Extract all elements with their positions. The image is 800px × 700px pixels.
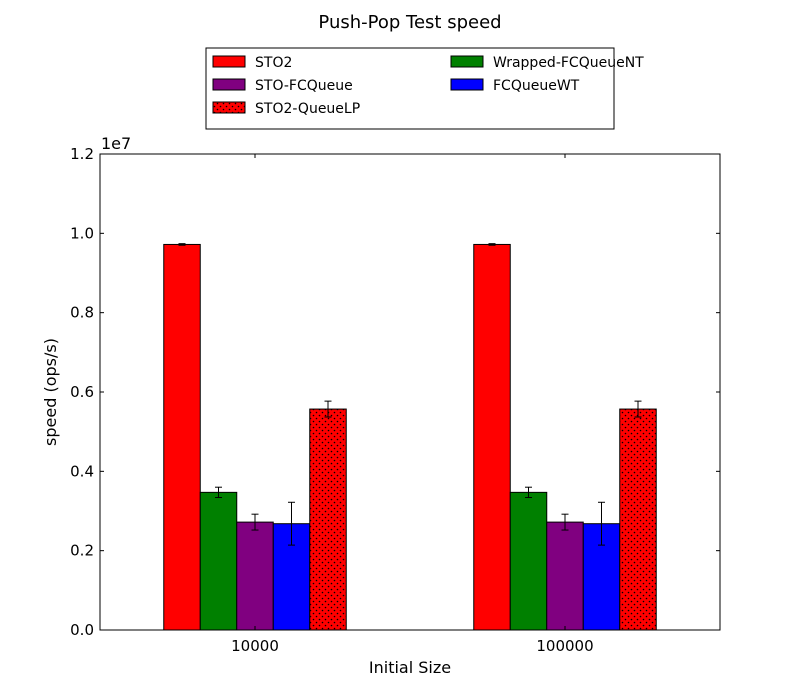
bar-sto-fcqueue-10000 bbox=[236, 521, 274, 631]
legend-label: STO2 bbox=[255, 55, 292, 71]
legend-swatch bbox=[212, 101, 246, 114]
error-bar-sto-fcqueue-100000 bbox=[561, 513, 569, 531]
error-bar-sto2-queuelp-10000 bbox=[324, 400, 332, 418]
legend-entry-wrapped-fcqueuent: Wrapped-FCQueueNT bbox=[450, 55, 644, 71]
bar-sto-fcqueue-100000 bbox=[546, 521, 584, 631]
legend-entry-sto-fcqueue: STO-FCQueue bbox=[212, 78, 353, 94]
y-tick-label: 1.2 bbox=[70, 145, 94, 163]
bar-sto2-10000 bbox=[163, 243, 201, 631]
x-axis-label: Initial Size bbox=[369, 658, 451, 677]
legend-label: Wrapped-FCQueueNT bbox=[493, 55, 644, 71]
legend-entry-sto2-queuelp: STO2-QueueLP bbox=[212, 101, 360, 117]
y-multiplier-label: 1e7 bbox=[101, 134, 131, 153]
bars-group bbox=[163, 243, 657, 631]
legend-label: STO-FCQueue bbox=[255, 78, 353, 94]
y-tick-label: 0.4 bbox=[70, 462, 94, 480]
legend-swatch bbox=[212, 55, 246, 68]
bar-sto2-queuelp-10000 bbox=[309, 408, 347, 631]
legend-label: STO2-QueueLP bbox=[255, 101, 360, 117]
y-tick-label: 0.2 bbox=[70, 542, 94, 560]
x-axis: 10000 100000 bbox=[231, 154, 594, 655]
y-tick-label: 0.6 bbox=[70, 383, 94, 401]
y-axis-label: speed (ops/s) bbox=[41, 338, 60, 446]
error-bar-sto-fcqueue-10000 bbox=[251, 513, 259, 531]
error-bar-sto2-queuelp-100000 bbox=[634, 400, 642, 418]
bar-wrapped-fcqueuent-10000 bbox=[199, 491, 238, 631]
legend-swatch bbox=[450, 78, 484, 91]
y-tick-label: 1.0 bbox=[70, 224, 94, 242]
legend-label: FCQueueWT bbox=[493, 78, 580, 94]
error-bar-sto2-100000 bbox=[488, 243, 496, 246]
legend-entry-sto2: STO2 bbox=[212, 55, 292, 71]
y-tick-label: 0.8 bbox=[70, 304, 94, 322]
error-bar-sto2-10000 bbox=[178, 243, 186, 246]
x-tick-label: 10000 bbox=[231, 637, 279, 655]
bar-sto2-queuelp-100000 bbox=[619, 408, 657, 631]
legend-box bbox=[205, 47, 615, 130]
legend-entry-fcqueuewt: FCQueueWT bbox=[450, 78, 580, 94]
bar-sto2-100000 bbox=[473, 243, 511, 631]
error-bar-wrapped-fcqueuent-100000 bbox=[525, 486, 532, 499]
chart-title: Push-Pop Test speed bbox=[318, 12, 501, 33]
error-bar-fcqueuewt-10000 bbox=[288, 501, 295, 546]
y-tick-label: 0.0 bbox=[70, 621, 94, 639]
error-bars-group bbox=[178, 243, 642, 546]
error-bar-fcqueuewt-100000 bbox=[598, 501, 605, 546]
bar-wrapped-fcqueuent-100000 bbox=[509, 491, 548, 631]
legend-swatch bbox=[212, 78, 246, 91]
legend-swatch bbox=[450, 55, 484, 68]
y-axis: 0.0 0.2 0.4 0.6 0.8 1.0 1.2 bbox=[70, 145, 720, 639]
x-tick-label: 100000 bbox=[536, 637, 593, 655]
error-bar-wrapped-fcqueuent-10000 bbox=[215, 486, 222, 499]
legend: STO2 Wrapped-FCQueueNT STO-FCQueue FCQueueW… bbox=[205, 47, 644, 130]
